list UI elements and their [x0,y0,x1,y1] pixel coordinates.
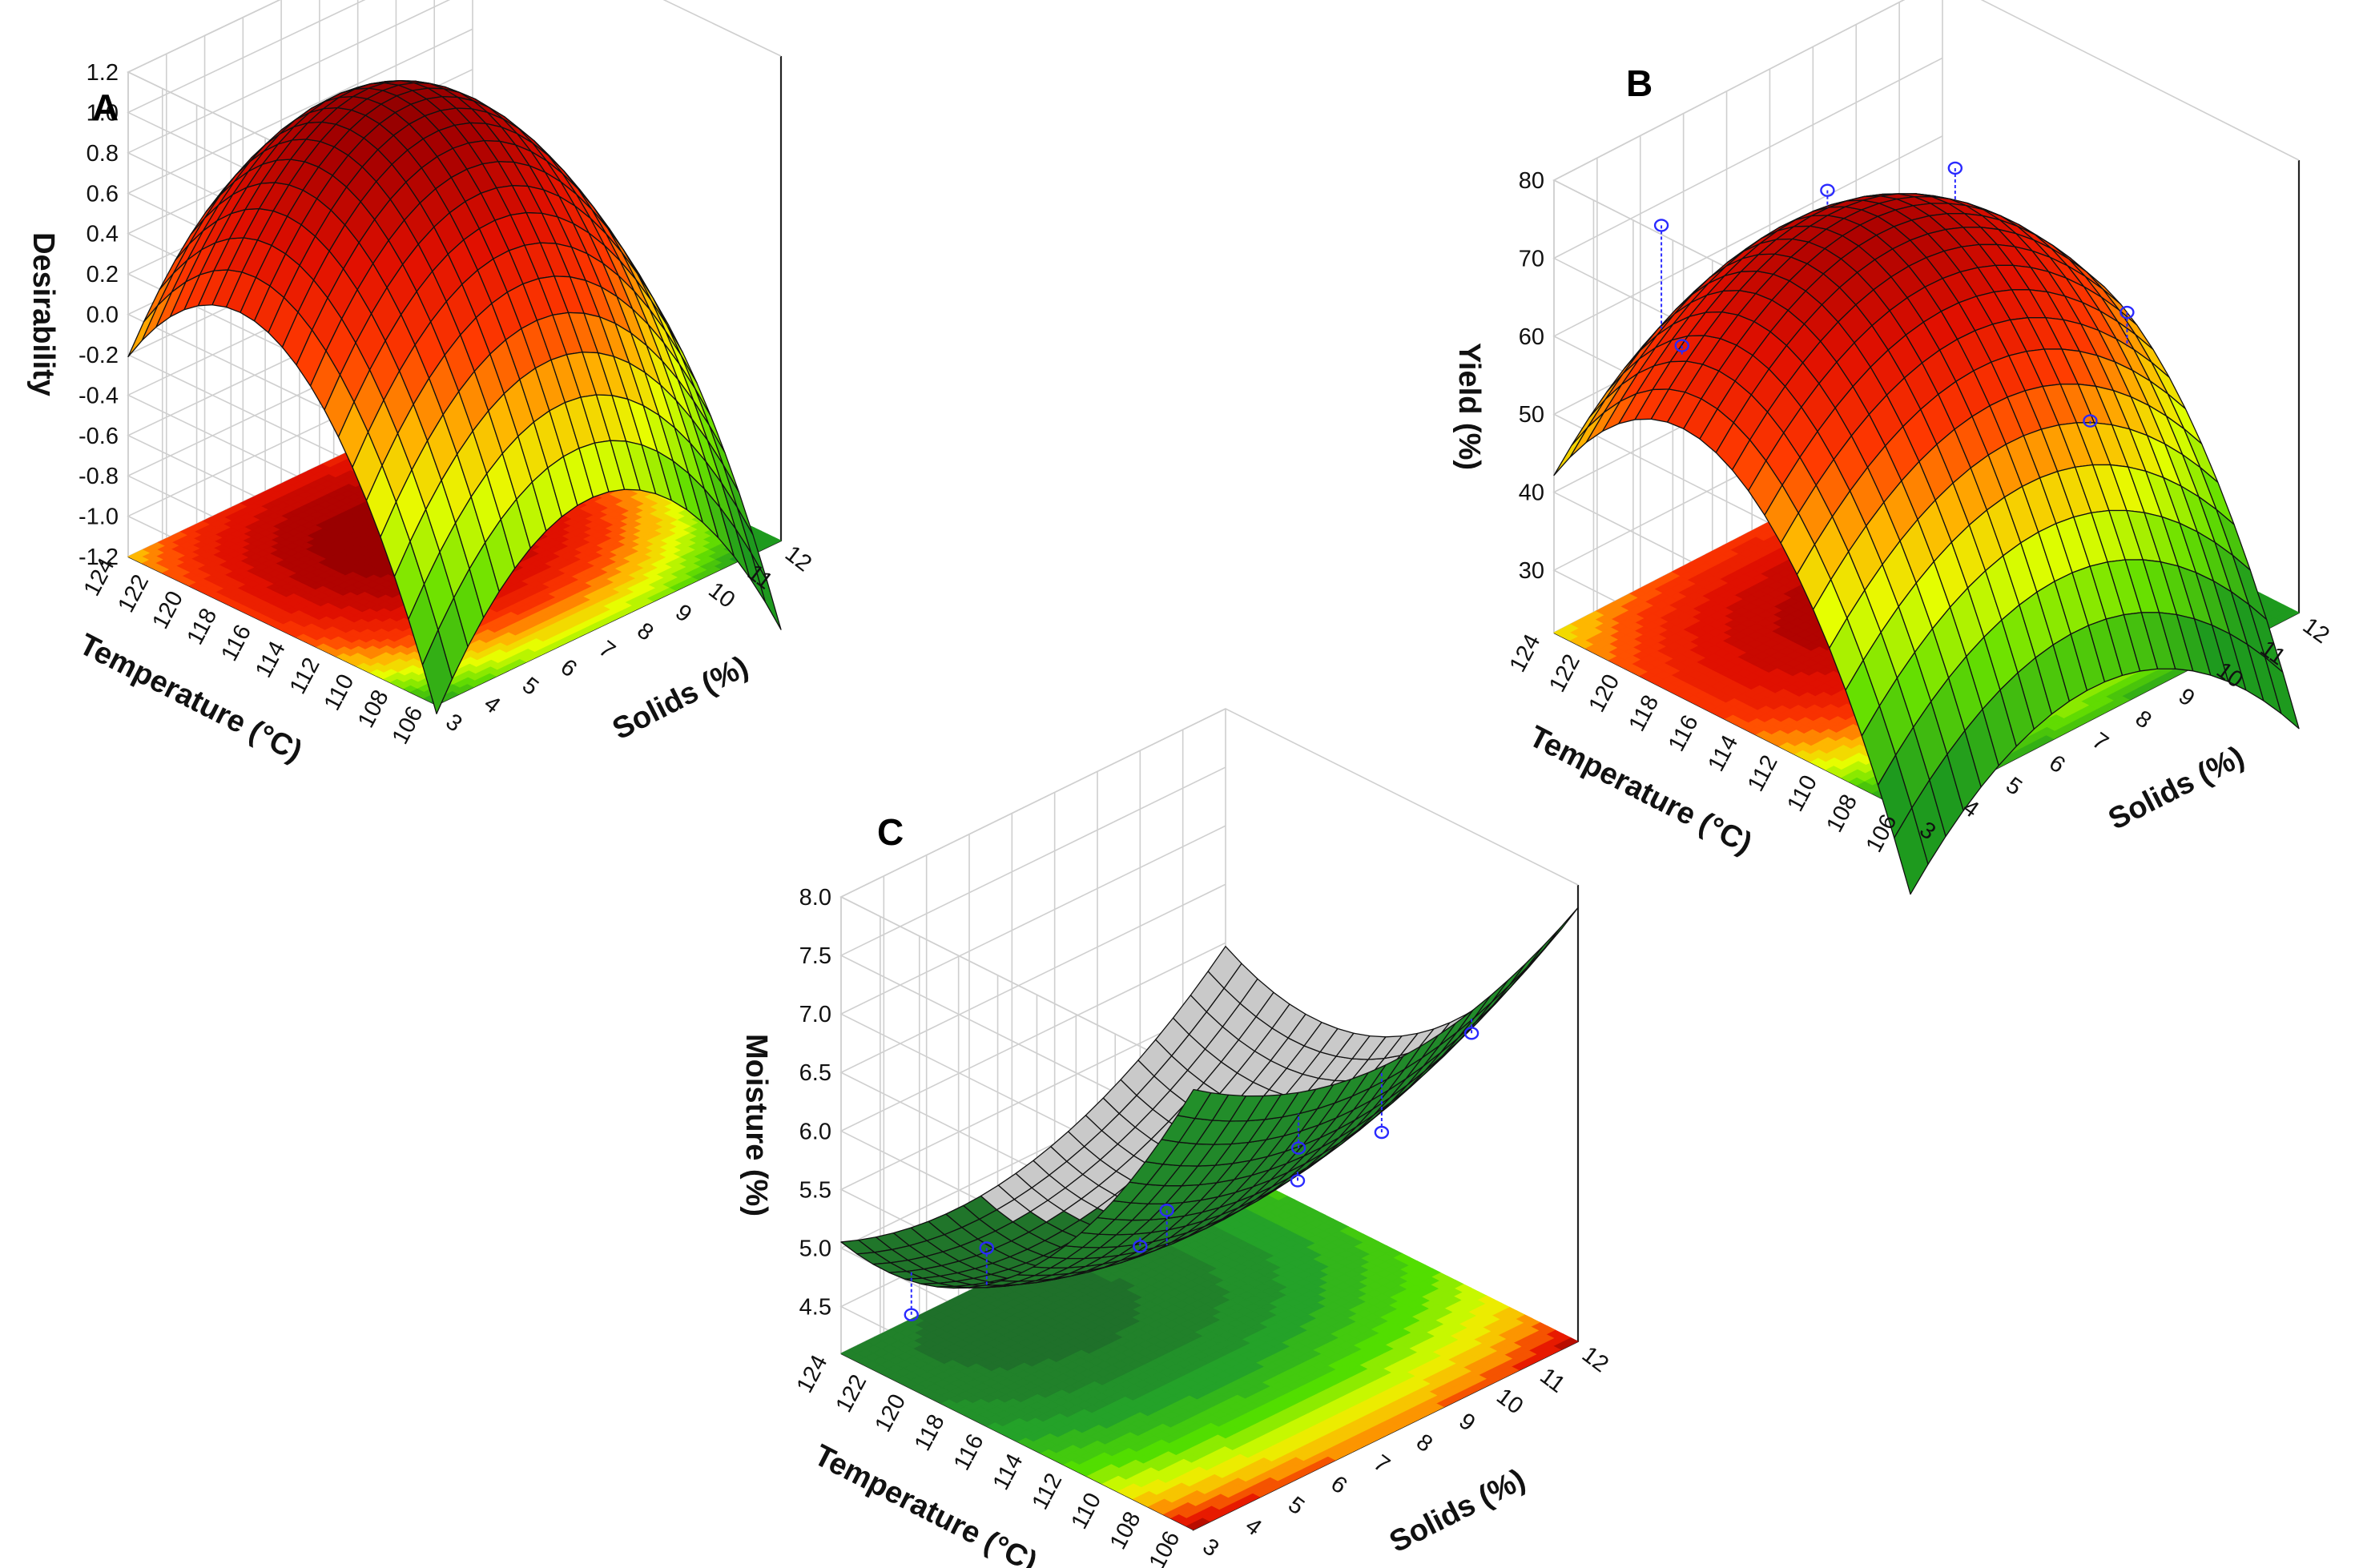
x-tick-label: 4 [479,690,505,718]
z-tick-label: 0.4 [87,222,119,247]
z-tick-label: -0.2 [78,343,119,368]
x-tick-label: 3 [441,709,466,737]
y-tick-label: 114 [251,637,291,682]
x-axis-title: Solids (%) [607,649,754,746]
z-tick-label: 1.2 [87,60,119,86]
z-tick-label: 0.0 [87,303,119,328]
x-tick-label: 5 [517,673,543,701]
z-tick-label: 0.8 [87,141,119,167]
y-tick-label: 112 [285,653,325,698]
y-tick-label: 116 [216,621,256,665]
surface-cell [1569,412,1605,458]
panel-label: A [92,86,119,128]
y-tick-label: 106 [388,702,429,749]
y-tick-label: 122 [113,570,154,617]
z-tick-label: -1.2 [78,545,119,570]
z-tick-label: -0.4 [78,383,119,408]
surface-cell [127,304,159,358]
z-axis-title: Desirability [26,232,60,396]
z-tick-label: 0.6 [87,181,119,207]
y-tick-label: 108 [353,685,394,732]
panel-a-surface-plot: 3456789101112106108110112114116118120122… [26,0,816,769]
y-tick-label: 118 [182,605,222,649]
x-tick-label: 7 [594,636,619,664]
y-tick-label: 120 [147,587,188,633]
panel-b-surface-plot: 3456789101112106108110112114116118120122… [1452,0,2334,895]
x-tick-label: 9 [670,600,696,628]
x-tick-label: 8 [632,617,658,645]
z-tick-label: -1.0 [78,505,119,530]
x-tick-label: 12 [780,541,816,577]
z-tick-label: 0.2 [87,262,119,287]
x-tick-label: 10 [703,577,739,613]
y-tick-label: 110 [320,670,360,715]
z-tick-label: -0.8 [78,464,119,489]
surface-cell [1553,426,1588,476]
z-tick-label: -0.6 [78,424,119,449]
x-tick-label: 6 [556,654,582,682]
